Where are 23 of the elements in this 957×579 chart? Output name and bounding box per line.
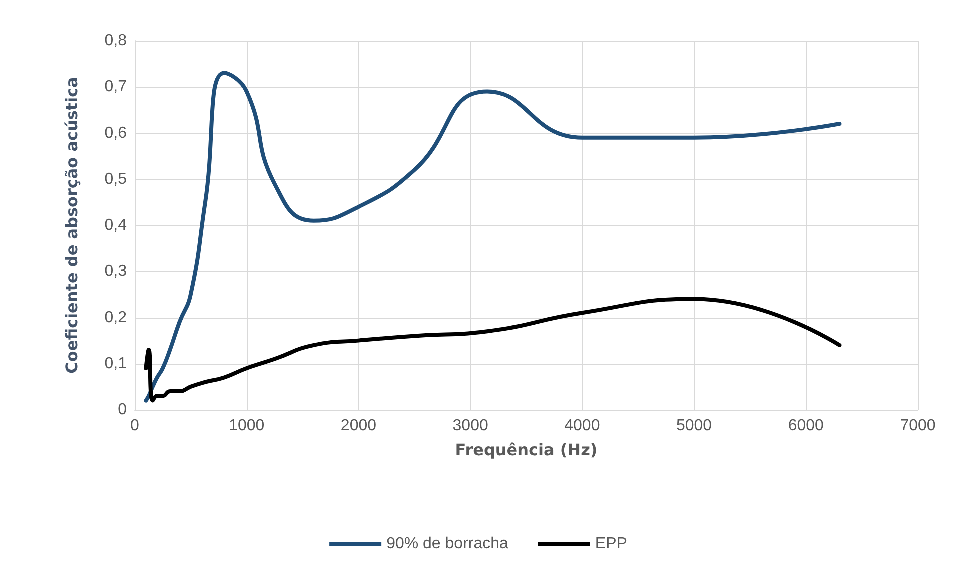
x-tick-label: 5000 xyxy=(676,418,712,434)
line-series xyxy=(144,71,842,403)
x-tick-label: 1000 xyxy=(229,418,265,434)
y-axis-title: Coeficiente de absorção acústica xyxy=(62,77,82,374)
y-tick-label: 0,8 xyxy=(104,32,128,50)
x-tick-label: 0 xyxy=(130,418,140,434)
y-tick-label: 0,6 xyxy=(104,124,128,142)
line-series xyxy=(144,297,842,403)
y-tick-label: 0,1 xyxy=(104,355,128,372)
y-tick-label: 0,7 xyxy=(104,78,128,96)
legend-label: 90% de borracha xyxy=(386,536,509,552)
y-tick-label: 0 xyxy=(118,402,128,418)
x-tick-label: 7000 xyxy=(900,418,936,434)
x-tick-label: 4000 xyxy=(564,418,600,434)
y-tick-label: 0,3 xyxy=(104,263,128,280)
y-tick-label: 0,4 xyxy=(104,217,128,234)
x-tick-label: 6000 xyxy=(788,418,824,434)
y-tick-label: 0,5 xyxy=(104,170,128,188)
legend-label: EPP xyxy=(595,536,628,552)
x-axis-title: Frequência (Hz) xyxy=(455,440,598,460)
y-tick-label: 0,2 xyxy=(104,309,128,326)
x-tick-label: 3000 xyxy=(452,418,488,434)
x-tick-label: 2000 xyxy=(340,418,377,434)
